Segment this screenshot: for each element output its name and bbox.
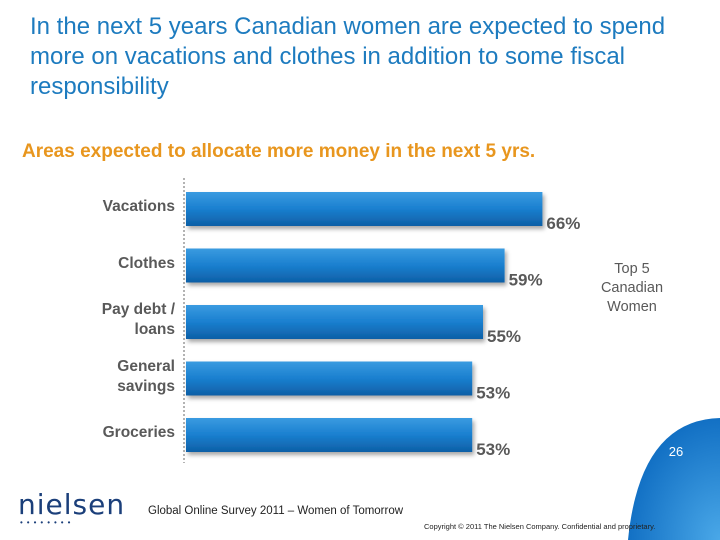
category-label-line: General xyxy=(117,357,175,375)
bar-groceries xyxy=(186,418,473,452)
bar-vacations xyxy=(186,192,543,226)
value-label: 53% xyxy=(476,440,510,459)
corner-accent-shape xyxy=(628,418,720,540)
bar-clothes xyxy=(186,248,505,283)
legend-label: Top 5 Canadian Women xyxy=(600,261,664,315)
value-label: 66% xyxy=(546,214,580,233)
category-label-line: Clothes xyxy=(118,254,175,272)
footer-copyright: Copyright © 2011 The Nielsen Company. Co… xyxy=(424,522,656,531)
category-label-line: Vacations xyxy=(102,198,175,215)
bar-pay-debt-loans xyxy=(186,305,483,339)
chart-title: Areas expected to allocate more money in… xyxy=(22,141,536,162)
category-label: Clothes xyxy=(40,254,175,274)
category-label-line: Pay debt / xyxy=(101,301,175,318)
category-label: Pay debt / loans xyxy=(40,300,175,340)
category-label: Groceries xyxy=(40,423,175,443)
nielsen-logo: nielsen xyxy=(18,488,126,521)
category-label-line: loans xyxy=(134,321,175,338)
bar-general-savings xyxy=(186,361,473,396)
page-number: 26 xyxy=(668,444,684,459)
value-label: 59% xyxy=(509,271,543,290)
slide-title: In the next 5 years Canadian women are e… xyxy=(30,13,666,100)
category-label: Vacations xyxy=(40,197,175,217)
legend-bubble xyxy=(550,238,710,354)
value-label: 53% xyxy=(476,384,510,403)
category-label-line: Groceries xyxy=(102,424,175,441)
value-label: 55% xyxy=(487,327,521,346)
logo-dots-decoration: •••••••• xyxy=(20,518,75,527)
category-label: General savings xyxy=(40,357,175,397)
category-label-line: savings xyxy=(117,377,175,395)
bars-group: 66% 59% 55% 53% 53% xyxy=(186,192,580,459)
footer-survey-name: Global Online Survey 2011 – Women of Tom… xyxy=(148,505,404,517)
